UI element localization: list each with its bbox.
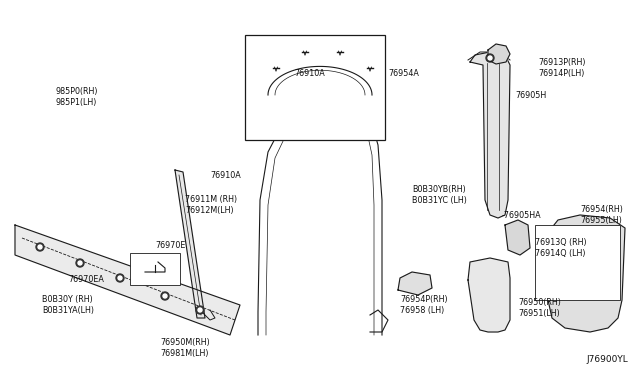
Polygon shape <box>15 225 240 335</box>
Polygon shape <box>468 258 510 332</box>
Text: 76911M (RH)
76912M(LH): 76911M (RH) 76912M(LH) <box>185 195 237 215</box>
Text: 76910A: 76910A <box>210 170 241 180</box>
Bar <box>535 225 620 300</box>
Circle shape <box>116 274 124 282</box>
Text: 76954A: 76954A <box>388 68 419 77</box>
Text: -76905HA: -76905HA <box>502 211 541 219</box>
Bar <box>130 253 180 285</box>
Text: 985P0(RH)
985P1(LH): 985P0(RH) 985P1(LH) <box>55 87 97 107</box>
Text: 76905H: 76905H <box>515 90 547 99</box>
Circle shape <box>163 294 167 298</box>
Polygon shape <box>505 220 530 255</box>
Text: 76954P(RH)
76958 (LH): 76954P(RH) 76958 (LH) <box>400 295 447 315</box>
Circle shape <box>76 259 84 267</box>
Text: 76970E: 76970E <box>155 241 186 250</box>
Circle shape <box>488 56 492 60</box>
Circle shape <box>486 54 494 62</box>
Text: 76913P(RH)
76914P(LH): 76913P(RH) 76914P(LH) <box>538 58 586 78</box>
Text: 76950M(RH)
76981M(LH): 76950M(RH) 76981M(LH) <box>160 338 210 358</box>
Text: 76910A: 76910A <box>294 68 325 77</box>
Bar <box>245 35 385 140</box>
Text: 76913Q (RH)
76914Q (LH): 76913Q (RH) 76914Q (LH) <box>535 238 587 258</box>
Circle shape <box>118 276 122 280</box>
Text: 76950(RH)
76951(LH): 76950(RH) 76951(LH) <box>518 298 561 318</box>
Circle shape <box>198 308 202 312</box>
Polygon shape <box>548 215 625 332</box>
Text: B0B30YB(RH)
B0B31YC (LH): B0B30YB(RH) B0B31YC (LH) <box>412 185 467 205</box>
Text: J76900YL: J76900YL <box>586 355 628 364</box>
Circle shape <box>196 306 204 314</box>
Text: B0B30Y (RH)
B0B31YA(LH): B0B30Y (RH) B0B31YA(LH) <box>42 295 94 315</box>
Circle shape <box>78 261 82 265</box>
Polygon shape <box>175 170 205 318</box>
Text: 76954(RH)
76955(LH): 76954(RH) 76955(LH) <box>580 205 623 225</box>
Polygon shape <box>488 44 510 64</box>
Polygon shape <box>398 272 432 295</box>
Circle shape <box>161 292 169 300</box>
Polygon shape <box>470 52 510 218</box>
Circle shape <box>36 243 44 251</box>
Text: 76970EA: 76970EA <box>68 276 104 285</box>
Circle shape <box>38 245 42 249</box>
